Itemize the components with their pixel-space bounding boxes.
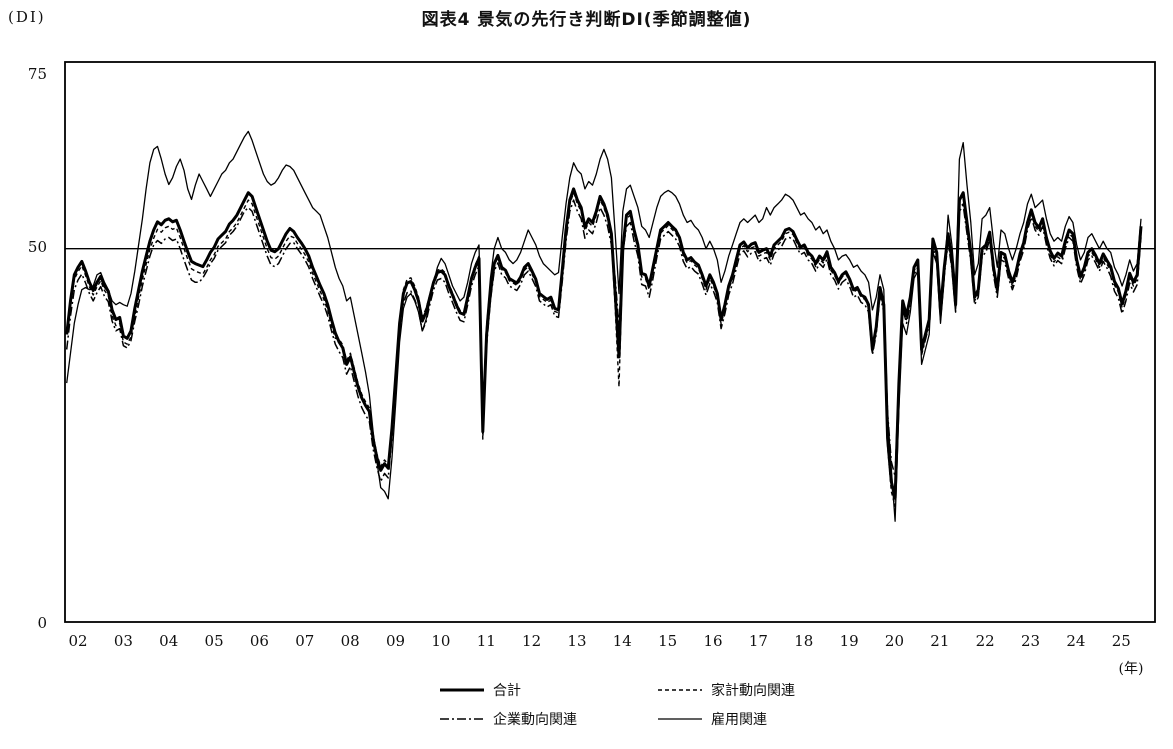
legend: 合計 家計動向関連 企業動向関連 雇用関連	[440, 682, 795, 728]
x-tick-label: 18	[794, 632, 813, 650]
x-tick-label: 09	[386, 632, 405, 650]
x-tick-label: 11	[477, 632, 496, 650]
series-line-1	[66, 191, 1142, 507]
x-tick-label: 20	[885, 632, 904, 650]
x-tick-label: 15	[658, 632, 677, 650]
x-tick-label: 06	[250, 632, 269, 650]
legend-label-household: 家計動向関連	[711, 682, 795, 699]
x-axis-tick-labels: 02 03 04 05 06 07 08 09 10 11 12 13 14 15 16 17 18 19 20 21…	[68, 632, 1130, 650]
series-line-2	[65, 199, 1142, 483]
x-tick-label: 23	[1021, 632, 1040, 650]
plot-area-border	[64, 61, 1156, 623]
x-tick-label: 07	[295, 632, 314, 650]
legend-label-total: 合計	[493, 683, 521, 699]
x-tick-label: 21	[930, 632, 949, 650]
x-tick-label: 04	[159, 632, 178, 650]
x-tick-label: 17	[749, 632, 768, 650]
x-tick-label: 05	[205, 632, 224, 650]
x-tick-label: 24	[1066, 632, 1085, 650]
x-tick-label: 22	[976, 632, 995, 650]
y-tick-label: 0	[37, 614, 47, 632]
y-axis-tick-labels: 75 50 0	[28, 65, 47, 632]
x-tick-label: 13	[567, 632, 586, 650]
x-tick-label: 19	[840, 632, 859, 650]
y-tick-label: 50	[28, 238, 47, 256]
x-tick-label: 14	[613, 632, 632, 650]
y-axis-unit-label: (DI)	[8, 8, 46, 26]
x-tick-label: 16	[703, 632, 722, 650]
chart-title: 図表4 景気の先行き判断DI(季節調整値)	[421, 10, 752, 30]
x-tick-label: 10	[431, 632, 450, 650]
series-line-0	[65, 187, 1143, 500]
x-axis-unit-label: (年)	[1119, 661, 1144, 677]
legend-label-corporate: 企業動向関連	[493, 711, 577, 728]
x-tick-label: 25	[1112, 632, 1131, 650]
x-tick-label: 02	[68, 632, 87, 650]
y-tick-label: 75	[28, 65, 47, 83]
series-line-3	[66, 130, 1142, 522]
series-lines	[65, 130, 1143, 522]
x-tick-label: 08	[341, 632, 360, 650]
legend-label-employment: 雇用関連	[711, 711, 767, 728]
x-tick-label: 03	[114, 632, 133, 650]
x-tick-label: 12	[522, 632, 541, 650]
